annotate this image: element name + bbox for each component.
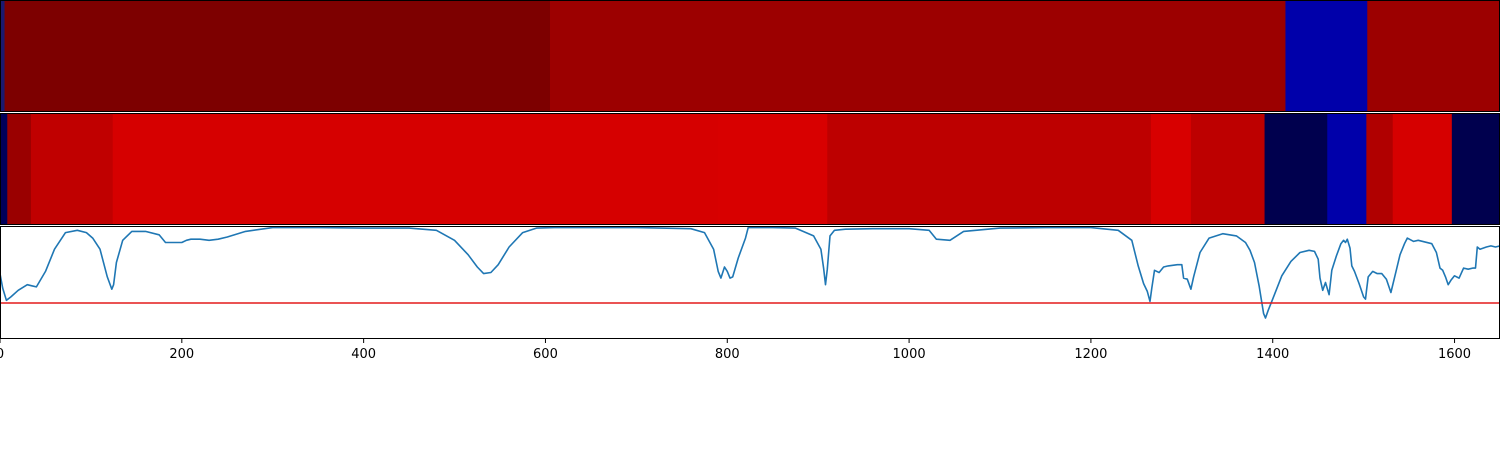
heatmap-middle	[0, 114, 1500, 224]
heatmap-middle-cell-6	[1150, 114, 1192, 224]
line-plot	[0, 226, 1500, 319]
x-tick-label-3: 600	[533, 347, 558, 362]
x-tick-label-4: 800	[715, 347, 740, 362]
x-tick-label-8: 1600	[1438, 347, 1471, 362]
heatmap-middle-cell-4	[718, 114, 828, 224]
x-tick-label-5: 1000	[893, 347, 926, 362]
heatmap-middle-cell-2	[30, 114, 114, 224]
heatmap-middle-cell-9	[1327, 114, 1367, 224]
heatmap-middle-cell-12	[1451, 114, 1500, 224]
x-tick-label-7: 1400	[1256, 347, 1289, 362]
heatmap-middle-cell-11	[1392, 114, 1453, 224]
heatmap-middle-cell-0	[0, 114, 8, 224]
heatmap-top-cell-4	[1367, 1, 1500, 111]
line-plot-frame	[0, 226, 1500, 339]
heatmap-middle-cell-7	[1190, 114, 1266, 224]
x-tick-label-1: 200	[169, 347, 194, 362]
heatmap-middle-cell-3	[112, 114, 719, 224]
x-tick-label-6: 1200	[1074, 347, 1107, 362]
x-tick-label-0: 0	[0, 347, 4, 362]
heatmap-middle-cell-1	[7, 114, 32, 224]
heatmap-middle-cell-10	[1366, 114, 1394, 224]
heatmap-top-cell-0	[0, 1, 6, 111]
x-axis: 0 200 400 600 800 1000 1200 1400 1600	[0, 338, 1471, 362]
heatmap-top-cell-2	[550, 1, 1287, 111]
heatmap-top-cell-3	[1285, 1, 1368, 111]
series-line-0	[0, 226, 1500, 319]
heatmap-middle-cell-5	[827, 114, 1152, 224]
heatmap-middle-cell-8	[1264, 114, 1328, 224]
heatmap-top-cell-1	[4, 1, 551, 111]
x-tick-label-2: 400	[351, 347, 376, 362]
heatmap-top	[0, 1, 1500, 111]
